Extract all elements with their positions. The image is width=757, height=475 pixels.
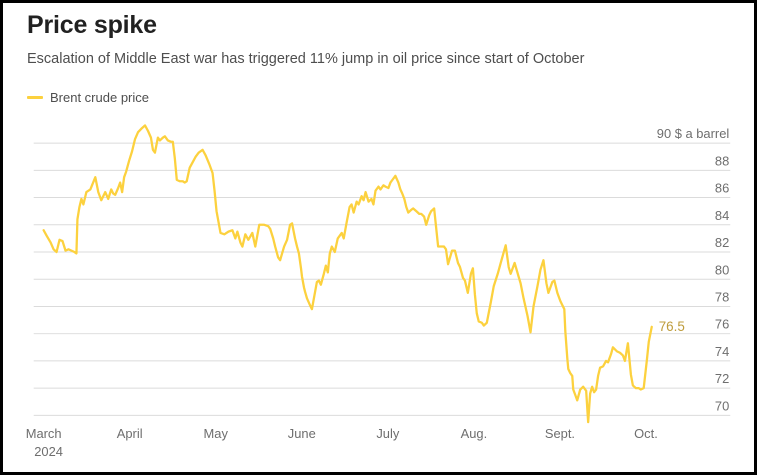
x-axis-label: May [204, 426, 229, 441]
y-axis-label: 90 $ a barrel [657, 126, 729, 141]
x-axis-label: Oct. [634, 426, 658, 441]
chart-title: Price spike [27, 11, 157, 39]
y-axis-label: 76 [715, 317, 729, 332]
y-axis-label: 86 [715, 181, 729, 196]
legend: Brent crude price [27, 90, 149, 105]
x-axis-label: June [288, 426, 316, 441]
price-line [42, 124, 653, 424]
y-axis-label: 70 [715, 398, 729, 413]
y-axis-label: 72 [715, 371, 729, 386]
y-axis-label: 88 [715, 153, 729, 168]
y-axis-label: 82 [715, 235, 729, 250]
x-axis-label: March [26, 426, 62, 441]
x-axis-label: July [376, 426, 399, 441]
y-axis-label: 80 [715, 262, 729, 277]
x-axis-label: Aug. [461, 426, 488, 441]
legend-line-swatch [27, 96, 43, 99]
brent-price-chart: 90 $ a barrel 88 86 84 82 80 78 76 74 72 70 March Ap… [26, 124, 731, 459]
latest-price-label: 76.5 [659, 319, 685, 334]
year-label: 2024 [34, 444, 63, 459]
x-axis-label: Sept. [545, 426, 575, 441]
y-axis-label: 74 [715, 344, 729, 359]
chart-subtitle: Escalation of Middle East war has trigge… [27, 51, 585, 67]
y-axis-label: 78 [715, 289, 729, 304]
legend-label: Brent crude price [50, 90, 149, 105]
x-axis-label: April [117, 426, 143, 441]
y-axis-label: 84 [715, 208, 729, 223]
